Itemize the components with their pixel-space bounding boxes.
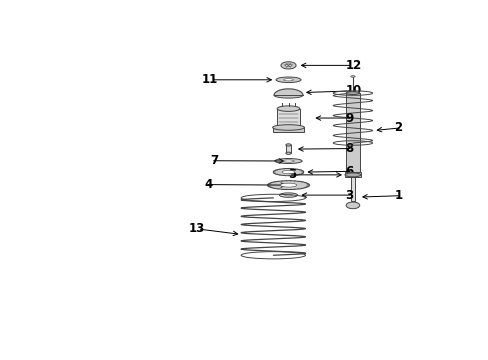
Bar [285, 145, 290, 153]
Ellipse shape [346, 92, 359, 94]
Text: 7: 7 [210, 154, 218, 167]
Text: 12: 12 [345, 59, 361, 72]
Ellipse shape [346, 202, 359, 209]
Bar [277, 109, 299, 127]
Text: 11: 11 [202, 73, 218, 86]
Ellipse shape [277, 106, 299, 111]
Text: 10: 10 [345, 84, 361, 97]
Ellipse shape [285, 64, 291, 67]
Text: 6: 6 [345, 165, 353, 178]
Ellipse shape [283, 79, 293, 81]
Bar [346, 93, 359, 174]
Ellipse shape [275, 77, 301, 82]
Ellipse shape [273, 168, 303, 176]
Bar [272, 127, 304, 132]
Ellipse shape [282, 160, 294, 162]
Ellipse shape [285, 152, 290, 154]
Ellipse shape [350, 76, 354, 77]
Text: 3: 3 [345, 189, 353, 202]
Text: 13: 13 [188, 222, 205, 235]
Ellipse shape [284, 194, 292, 196]
Text: 2: 2 [394, 121, 402, 134]
Bar [350, 175, 354, 201]
Ellipse shape [280, 183, 296, 187]
Text: 9: 9 [345, 112, 353, 125]
Ellipse shape [267, 181, 309, 190]
Ellipse shape [279, 193, 297, 197]
Ellipse shape [282, 170, 294, 174]
Polygon shape [274, 89, 302, 95]
Ellipse shape [344, 173, 360, 177]
Text: 1: 1 [394, 189, 402, 202]
Bar [344, 172, 360, 177]
Text: 4: 4 [204, 178, 212, 191]
Ellipse shape [272, 125, 304, 130]
Ellipse shape [274, 93, 302, 98]
Ellipse shape [285, 144, 290, 146]
Text: 5: 5 [287, 168, 296, 181]
Ellipse shape [280, 62, 295, 69]
Ellipse shape [274, 158, 302, 163]
Text: 8: 8 [345, 142, 353, 155]
